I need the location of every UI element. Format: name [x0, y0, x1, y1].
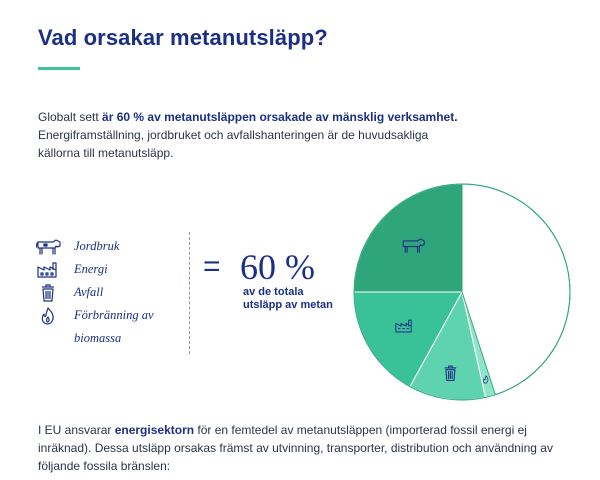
- intro-paragraph: Globalt sett är 60 % av metanutsläppen o…: [38, 108, 468, 162]
- legend-item-forbranning: Förbränning av: [36, 304, 186, 327]
- intro-highlight: är 60 % av metanutsläppen orsakade av mä…: [102, 110, 458, 124]
- total-percentage: 60 %: [240, 249, 315, 285]
- legend-label: Jordbruk: [74, 239, 119, 254]
- pie-slice-jordbruk: [354, 184, 462, 292]
- trash-icon: [36, 283, 64, 303]
- legend-item-energi: Energi: [36, 258, 186, 281]
- trash-icon: [445, 366, 456, 380]
- legend-item-jordbruk: Jordbruk: [36, 235, 186, 258]
- cow-icon: [36, 237, 64, 257]
- legend-item-avfall: Avfall: [36, 281, 186, 304]
- pie-chart: [340, 170, 590, 420]
- legend-label: Energi: [74, 262, 108, 277]
- legend-label: Avfall: [74, 285, 103, 300]
- eu-paragraph: I EU ansvarar energisektorn för en femte…: [38, 421, 578, 475]
- flame-icon: [36, 306, 64, 326]
- total-description: av de totala utsläpp av metan: [243, 286, 333, 312]
- legend-label-continuation: biomassa: [74, 327, 186, 350]
- outro-prefix: I EU ansvarar: [38, 423, 111, 437]
- intro-prefix: Globalt sett: [38, 110, 99, 124]
- outro-highlight: energisektorn: [115, 423, 194, 437]
- factory-icon: [36, 260, 64, 280]
- vertical-divider: [189, 232, 190, 354]
- intro-suffix: Energiframställning, jordbruket och avfa…: [38, 128, 428, 160]
- equals-sign: =: [203, 252, 221, 282]
- legend: Jordbruk Energi Avfall: [36, 235, 186, 350]
- title-underline: [38, 67, 80, 70]
- page-title: Vad orsakar metanutsläpp?: [38, 25, 328, 51]
- legend-label: Förbränning av: [74, 308, 154, 323]
